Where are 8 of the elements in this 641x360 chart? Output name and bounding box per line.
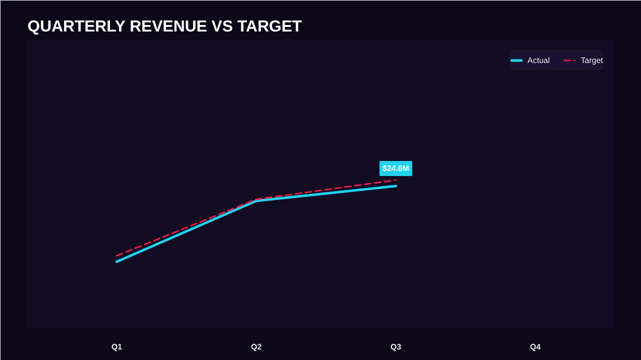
legend-label: Target: [580, 56, 603, 64]
x-tick-label: Q1: [111, 342, 123, 352]
x-tick-label: Q4: [530, 342, 542, 352]
chart-title: QUARTERLY REVENUE VS TARGET: [28, 18, 302, 36]
x-tick-label: Q2: [250, 342, 262, 352]
x-tick-label: Q3: [390, 342, 402, 352]
annotation: $24.6M: [382, 164, 410, 173]
legend-label: Actual: [528, 56, 550, 64]
